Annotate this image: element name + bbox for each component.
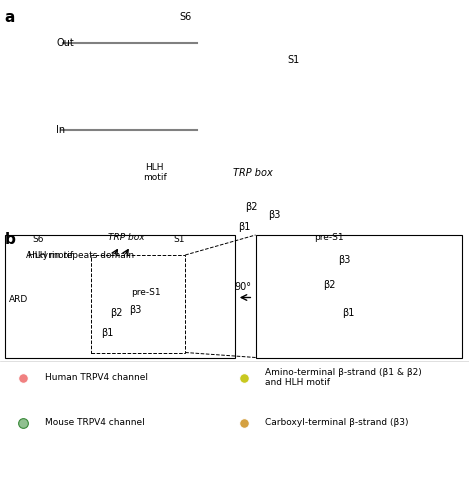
Text: S6: S6: [179, 12, 191, 22]
Text: Amino-terminal β-strand (β1 & β2)
and HLH motif: Amino-terminal β-strand (β1 & β2) and HL…: [265, 368, 422, 387]
Text: 90°: 90°: [234, 282, 251, 292]
Text: S1: S1: [174, 236, 185, 244]
Text: a: a: [5, 10, 15, 25]
Text: β3: β3: [338, 255, 350, 265]
Text: β1: β1: [101, 328, 113, 338]
Text: S6: S6: [33, 236, 45, 244]
Text: Human TRPV4 channel: Human TRPV4 channel: [45, 373, 148, 382]
Text: b: b: [5, 232, 15, 248]
Text: HLH motif: HLH motif: [28, 250, 73, 260]
Text: Carboxyl-terminal β-strand (β3): Carboxyl-terminal β-strand (β3): [265, 418, 408, 427]
Text: Out: Out: [56, 38, 74, 48]
Text: S1: S1: [287, 55, 299, 65]
Text: TRP box: TRP box: [234, 168, 273, 177]
Text: HLH
motif: HLH motif: [143, 163, 166, 182]
Text: β2: β2: [245, 202, 257, 212]
Text: TRP box: TRP box: [108, 233, 144, 242]
Text: Ankyrin repeats domain: Ankyrin repeats domain: [26, 250, 134, 260]
FancyBboxPatch shape: [5, 235, 234, 358]
Text: β2: β2: [324, 280, 336, 290]
Text: pre-S1: pre-S1: [131, 288, 161, 297]
Text: pre-S1: pre-S1: [314, 233, 344, 242]
Text: β2: β2: [110, 308, 123, 318]
Text: β1: β1: [342, 308, 355, 318]
Text: In: In: [56, 125, 65, 135]
Text: β1: β1: [238, 222, 250, 232]
Text: ARD: ARD: [9, 296, 29, 304]
Text: β3: β3: [129, 305, 141, 315]
Text: Mouse TRPV4 channel: Mouse TRPV4 channel: [45, 418, 144, 427]
FancyBboxPatch shape: [256, 235, 462, 358]
Text: β3: β3: [268, 210, 280, 220]
